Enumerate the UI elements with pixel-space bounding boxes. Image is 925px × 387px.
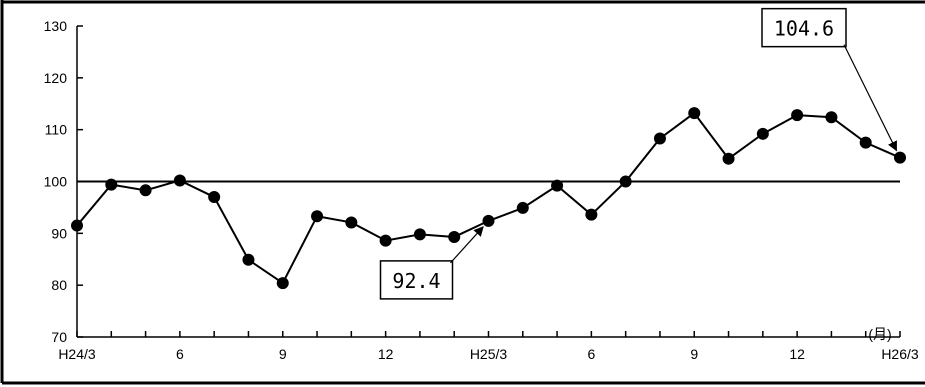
data-point — [688, 107, 701, 120]
data-point — [173, 174, 186, 187]
x-tick-label: 9 — [690, 346, 698, 362]
data-point — [551, 179, 564, 192]
x-tick-label: 12 — [378, 346, 394, 362]
callout-box — [761, 7, 847, 48]
callout-label: 92.4 — [392, 269, 440, 293]
callout-arrow — [843, 44, 897, 152]
y-tick-label: 70 — [51, 329, 67, 345]
data-point — [379, 234, 392, 247]
data-point — [825, 111, 838, 124]
data-point — [345, 216, 358, 229]
data-point — [448, 230, 461, 243]
y-tick-label: 80 — [51, 277, 67, 293]
data-point — [482, 214, 495, 227]
x-tick-label: H24/3 — [58, 346, 96, 362]
data-point — [311, 210, 324, 223]
data-point — [242, 253, 255, 266]
data-point — [619, 175, 632, 188]
data-point — [722, 152, 735, 165]
data-point — [653, 132, 666, 145]
y-tick-label: 110 — [45, 122, 68, 138]
y-tick-label: 130 — [44, 18, 68, 34]
data-series — [71, 107, 906, 290]
y-tick-label: 90 — [51, 225, 67, 241]
y-tick-label: 100 — [44, 174, 68, 190]
data-point — [894, 151, 906, 164]
data-point — [516, 201, 529, 214]
data-point — [276, 277, 289, 290]
x-tick-label: 6 — [176, 346, 184, 362]
x-tick-label: H25/3 — [470, 346, 508, 362]
x-tick-label: H26/3 — [881, 346, 919, 362]
data-point — [105, 178, 118, 191]
data-point — [208, 191, 221, 204]
data-point — [756, 127, 769, 140]
data-point — [139, 184, 152, 197]
x-tick-label: 12 — [789, 346, 805, 362]
data-point — [413, 228, 426, 241]
x-tick-label: 9 — [279, 346, 287, 362]
annotations: 92.4 104.6 — [379, 7, 897, 300]
x-tick-label: 6 — [587, 346, 595, 362]
callout-arrow — [450, 226, 484, 264]
y-tick-label: 120 — [44, 70, 68, 86]
x-axis: H24/3 6 9 12 H25/3 6 9 12 H26/3 — [58, 331, 919, 362]
data-point — [71, 219, 83, 232]
data-point — [791, 109, 804, 122]
callout-box — [379, 260, 454, 300]
callout-label: 104.6 — [774, 17, 834, 41]
data-point — [859, 136, 872, 149]
x-axis-unit-label: (月) — [868, 326, 891, 342]
data-point — [585, 208, 598, 221]
